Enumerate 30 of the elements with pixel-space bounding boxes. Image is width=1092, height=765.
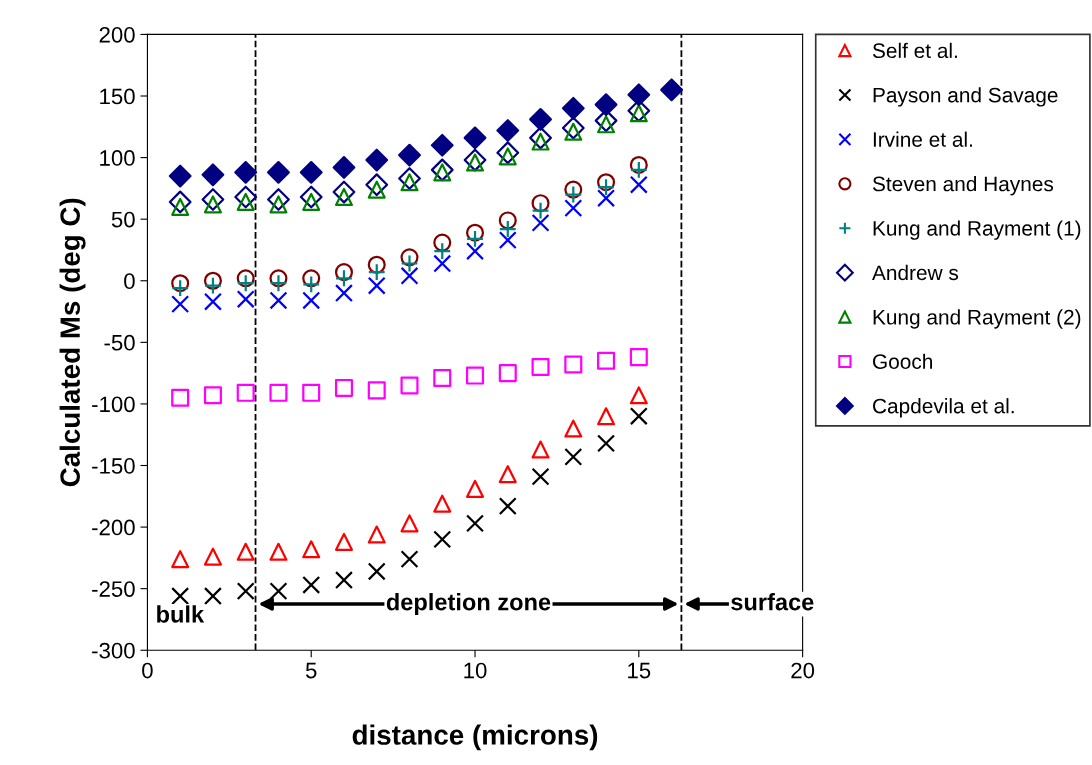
y-tick-label: -100 [92, 396, 135, 413]
y-tick-label: 0 [124, 273, 135, 290]
x-tick-label: 0 [142, 662, 153, 679]
legend-label: Kung and Rayment (1) [873, 220, 1081, 240]
x-tick-label: 15 [628, 662, 651, 679]
x-tick-label: 10 [464, 662, 487, 679]
legend-label: Steven and Haynes [872, 176, 1054, 196]
legend-label: Payson and Savage [873, 87, 1058, 107]
y-axis-title: Calculated Ms (deg C) [59, 198, 86, 487]
x-axis-title: distance (microns) [352, 724, 598, 751]
annotation: surface [731, 593, 814, 611]
y-tick-label: 200 [99, 26, 135, 43]
y-tick-label: -50 [104, 334, 135, 351]
legend-label: Self et al. [872, 42, 957, 59]
y-tick-label: -150 [92, 458, 135, 474]
y-tick-label: 150 [100, 88, 135, 105]
y-tick-label: -250 [92, 581, 135, 597]
annotation: depletion zone [386, 593, 551, 616]
legend-label: Gooch [873, 353, 932, 370]
legend-label: Irvine et al. [873, 131, 972, 147]
y-tick-label: -300 [92, 642, 135, 659]
annotation: bulk [157, 605, 205, 623]
y-tick-label: 100 [100, 150, 135, 166]
y-tick-label: -200 [92, 519, 135, 536]
legend-label: Capdevila et al. [873, 398, 1014, 418]
y-tick-label: 50 [111, 211, 135, 228]
x-tick-label: 20 [791, 662, 815, 679]
legend-label: Andrew s [872, 264, 959, 281]
legend-label: Kung and Rayment (2) [873, 309, 1081, 329]
x-tick-label: 5 [305, 662, 317, 679]
